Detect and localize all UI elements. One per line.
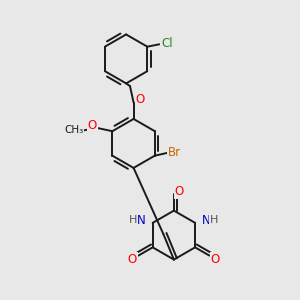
Text: Cl: Cl: [161, 37, 172, 50]
Text: N: N: [137, 214, 146, 227]
Text: O: O: [128, 253, 137, 266]
Text: N: N: [202, 214, 211, 227]
Text: CH₃: CH₃: [64, 125, 83, 135]
Text: O: O: [211, 253, 220, 266]
Text: O: O: [175, 185, 184, 198]
Text: O: O: [88, 119, 97, 132]
Text: H: H: [129, 215, 137, 226]
Text: H: H: [210, 215, 219, 226]
Text: Br: Br: [168, 146, 181, 159]
Text: O: O: [136, 93, 145, 106]
